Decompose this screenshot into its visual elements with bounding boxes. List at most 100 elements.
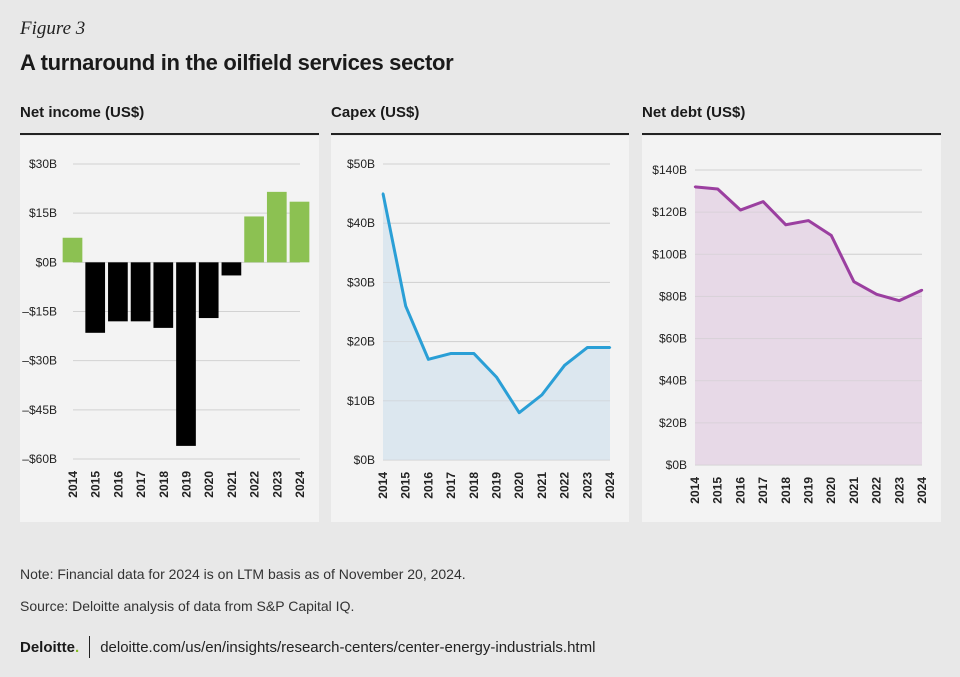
x-tick-label: 2020 — [824, 477, 838, 504]
bar-2017 — [130, 262, 151, 322]
note-text: Note: Financial data for 2024 is on LTM … — [20, 566, 466, 582]
x-tick-label: 2019 — [802, 477, 816, 504]
y-tick-label: $100B — [652, 247, 687, 261]
net-debt-rule — [642, 133, 941, 135]
x-tick-label: 2024 — [915, 477, 929, 504]
x-tick-label: 2020 — [512, 472, 526, 499]
y-tick-label: $0B — [666, 458, 687, 472]
figure-label: Figure 3 — [20, 18, 86, 39]
y-tick-label: $0B — [36, 255, 57, 269]
x-tick-label: 2023 — [580, 472, 594, 499]
point-2016 — [427, 358, 430, 361]
bar-2019 — [176, 262, 196, 446]
y-tick-label: $80B — [659, 289, 687, 303]
x-tick-label: 2021 — [847, 477, 861, 504]
x-tick-label: 2022 — [248, 471, 262, 498]
footer-divider — [89, 636, 91, 658]
bar-2022 — [244, 216, 264, 263]
y-tick-label: $60B — [659, 332, 687, 346]
net-income-chart: $30B $15B $0B –$15B –$30B –$45B –$60B 2014 2015 2… — [22, 157, 310, 498]
x-tick-label: 2016 — [421, 472, 435, 499]
x-tick-label: 2016 — [733, 477, 747, 504]
y-tick-label: $10B — [347, 394, 375, 408]
point-2015 — [404, 304, 407, 308]
x-tick-label: 2021 — [535, 472, 549, 499]
y-tick-label: –$30B — [22, 354, 57, 368]
x-tick-label: 2014 — [66, 471, 80, 498]
x-tick-label: 2018 — [779, 477, 793, 504]
y-tick-label: $20B — [659, 416, 687, 430]
net-debt-panel: $140B $120B $100B $80B $60B $40B $20B $0B 2014 20… — [642, 136, 941, 522]
x-tick-label: 2019 — [490, 472, 504, 499]
capex-rule — [331, 133, 629, 135]
net-debt-title: Net debt (US$) — [642, 104, 746, 121]
x-tick-label: 2023 — [270, 471, 284, 498]
point-2019 — [807, 219, 810, 222]
y-tick-label: $50B — [347, 157, 375, 171]
bar-2016 — [108, 262, 128, 322]
x-tick-label: 2022 — [558, 472, 572, 499]
footer: Deloitte. deloitte.com/us/en/insights/re… — [20, 636, 595, 658]
net-income-rule — [20, 133, 319, 135]
point-2023 — [898, 299, 901, 302]
bar-2023 — [266, 191, 287, 263]
point-2024 — [608, 346, 612, 349]
chart-title: A turnaround in the oilfield services se… — [20, 50, 454, 75]
y-tick-label: $30B — [29, 157, 57, 171]
y-tick-label: $30B — [347, 275, 375, 289]
point-2019 — [495, 375, 498, 379]
bar-2021 — [221, 262, 242, 276]
point-2017 — [449, 352, 453, 355]
y-tick-label: $140B — [652, 163, 687, 177]
capex-title: Capex (US$) — [331, 104, 420, 121]
x-tick-label: 2014 — [376, 472, 390, 499]
x-tick-label: 2020 — [202, 471, 216, 498]
y-tick-label: $15B — [29, 206, 57, 220]
net-income-panel: $30B $15B $0B –$15B –$30B –$45B –$60B 2014 2015 2… — [20, 136, 319, 522]
x-tick-label: 2018 — [157, 471, 171, 498]
point-2024 — [920, 288, 924, 292]
x-tick-label: 2014 — [688, 477, 702, 504]
point-2017 — [761, 200, 765, 203]
point-2021 — [852, 280, 856, 283]
y-tick-label: $40B — [659, 374, 687, 388]
x-tick-label: 2017 — [756, 477, 770, 504]
y-tick-label: –$60B — [22, 452, 57, 466]
x-tick-label: 2016 — [111, 471, 125, 498]
point-2016 — [739, 208, 742, 212]
point-2022 — [563, 364, 566, 367]
x-tick-label: 2024 — [603, 472, 617, 499]
bar-2018 — [153, 262, 174, 328]
point-2021 — [540, 393, 544, 397]
source-text: Source: Deloitte analysis of data from S… — [20, 598, 355, 614]
y-tick-label: $20B — [347, 335, 375, 349]
point-2015 — [716, 187, 719, 191]
deloitte-logo: Deloitte. — [20, 638, 80, 656]
series-area — [383, 193, 610, 460]
point-2022 — [875, 293, 878, 296]
point-2020 — [518, 411, 521, 414]
capex-panel: $50B $40B $30B $20B $10B $0B 2014 2015 2016 2017 2… — [331, 136, 629, 522]
y-tick-label: $0B — [354, 453, 375, 467]
bar-2014 — [62, 237, 83, 263]
x-tick-label: 2022 — [870, 477, 884, 504]
x-tick-label: 2017 — [134, 471, 148, 498]
point-2018 — [784, 223, 787, 226]
net-income-title: Net income (US$) — [20, 104, 145, 121]
y-tick-label: $120B — [652, 205, 687, 219]
footer-url[interactable]: deloitte.com/us/en/insights/research-cen… — [100, 638, 596, 656]
bar-2015 — [85, 262, 106, 333]
y-tick-label: $40B — [347, 216, 375, 230]
x-tick-label: 2015 — [89, 471, 103, 498]
point-2020 — [830, 234, 833, 237]
x-tick-label: 2019 — [180, 471, 194, 498]
series-area — [695, 186, 922, 465]
x-tick-label: 2017 — [444, 472, 458, 499]
x-tick-label: 2024 — [293, 471, 307, 498]
point-2023 — [586, 346, 589, 349]
x-tick-label: 2015 — [711, 477, 725, 504]
x-tick-label: 2018 — [467, 472, 481, 499]
bar-2020 — [198, 262, 219, 319]
